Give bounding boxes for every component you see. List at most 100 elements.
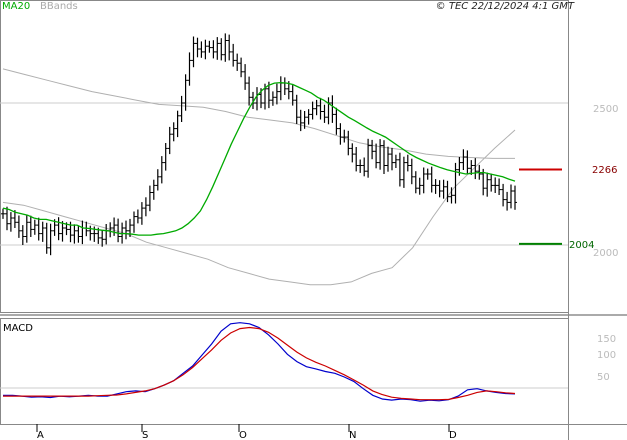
ohlc-bar (132, 211, 136, 233)
ma20-legend-swatch (1, 1, 23, 11)
ohlc-bar (143, 197, 148, 217)
ohlc-bar (326, 97, 331, 125)
ohlc-bar (366, 138, 371, 178)
ohlc-bar (354, 147, 359, 172)
ohlc-bar (116, 218, 121, 243)
ohlc-bar (421, 167, 426, 194)
ohlc-bar (211, 40, 216, 59)
ohlc-bar (195, 37, 200, 58)
ohlc-bar (465, 150, 470, 174)
ohlc-bar (306, 109, 311, 125)
ohlc-bar (497, 178, 502, 195)
x-tick-S: S (142, 430, 148, 440)
ohlc-bar (104, 224, 109, 245)
ohlc-bar (187, 52, 192, 86)
ohlc-bar (12, 210, 17, 228)
ohlc-bar (489, 173, 494, 192)
ma20-line (2, 81, 516, 236)
bbands-legend: BBands (40, 1, 78, 12)
ohlc-bar (227, 34, 232, 61)
ohlc-bar (8, 212, 13, 232)
ohlc-bar (28, 215, 33, 237)
ohlc-bar (159, 156, 164, 184)
ohlc-bar (76, 225, 81, 243)
ohlc-bar (215, 37, 220, 60)
ohlc-bar (294, 94, 299, 124)
ohlc-bar (278, 76, 283, 101)
macd-macd-line (3, 322, 516, 402)
ohlc-bar (386, 146, 390, 172)
ohlc-bar (374, 143, 379, 169)
ohlc-bar (235, 53, 240, 71)
ohlc-bar (60, 221, 65, 242)
ohlc-bar (493, 177, 498, 193)
level-label-2004: 2004 (569, 240, 594, 251)
ohlc-bar (56, 217, 61, 241)
ohlc-bar (270, 91, 275, 106)
ohlc-bar (179, 95, 184, 122)
ohlc-bar (310, 101, 315, 120)
price-pane-frame (0, 0, 569, 313)
ma20-legend: MA20 (2, 1, 30, 12)
copyright: © TEC 22/12/2024 4:1 GMT (436, 1, 575, 12)
ohlc-bar (100, 229, 105, 247)
ohlc-bar (437, 180, 442, 198)
bbands-lines (2, 68, 516, 286)
bbands-lower-line (2, 129, 516, 286)
ohlc-bar (147, 185, 152, 212)
x-tick-O: O (239, 430, 247, 440)
ohlc-bar (191, 36, 196, 68)
ohlc-bar (393, 154, 398, 168)
ohlc-bar (417, 177, 422, 195)
ohlc-bar (231, 43, 236, 67)
macd-title: MACD (3, 323, 33, 334)
ohlc-bar (429, 166, 434, 193)
ohlc-bar (20, 225, 25, 245)
ohlc-bar (24, 214, 29, 243)
x-tick-N: N (349, 430, 356, 440)
ohlc-bar (72, 224, 77, 244)
ohlc-bar (338, 123, 343, 145)
ohlc-bar (40, 221, 45, 242)
ohlc-bar (397, 152, 402, 187)
ohlc-bar (135, 209, 140, 224)
ohlc-bar (48, 223, 53, 256)
ohlc-bar (16, 215, 21, 238)
ohlc-bar (219, 38, 224, 61)
ohlc-bar (481, 168, 486, 196)
ohlc-bar (330, 95, 335, 123)
ohlc-bar (243, 64, 248, 90)
ohlc-bar (433, 179, 438, 194)
macd-signal-line (3, 326, 516, 401)
ohlc-bar (274, 83, 279, 105)
ohlc-bar (139, 202, 144, 225)
ohlc-bar (461, 149, 466, 170)
ohlc-bar (302, 111, 307, 129)
ohlc-bar (445, 180, 450, 203)
macd-pane-frame (0, 318, 569, 425)
ohlc-bar (36, 217, 41, 241)
macd-lines (3, 322, 516, 402)
ohlc-bar (5, 206, 9, 231)
ohlc-bar (346, 130, 351, 156)
ohlc-bar (251, 91, 255, 109)
ohlc-bar (334, 107, 339, 135)
ohlc-bar (314, 99, 319, 116)
ohlc-bar (247, 76, 252, 106)
ohlc-bar (282, 77, 287, 95)
ohlc-bar (318, 97, 323, 120)
ohlc-bar (207, 40, 212, 53)
ohlc-bar (199, 41, 204, 58)
macd-tick-150: 150 (597, 334, 616, 345)
bbands-upper-line (2, 68, 515, 159)
ma20-path (2, 81, 516, 236)
x-tick-D: D (449, 430, 457, 440)
ohlc-bar (485, 172, 490, 197)
macd-tick-100: 100 (597, 350, 616, 361)
ohlc-bars (1, 33, 517, 256)
ohlc-bar (298, 109, 303, 132)
ohlc-bar (441, 179, 446, 199)
ohlc-bar (449, 187, 454, 204)
ohlc-bar (405, 154, 410, 172)
